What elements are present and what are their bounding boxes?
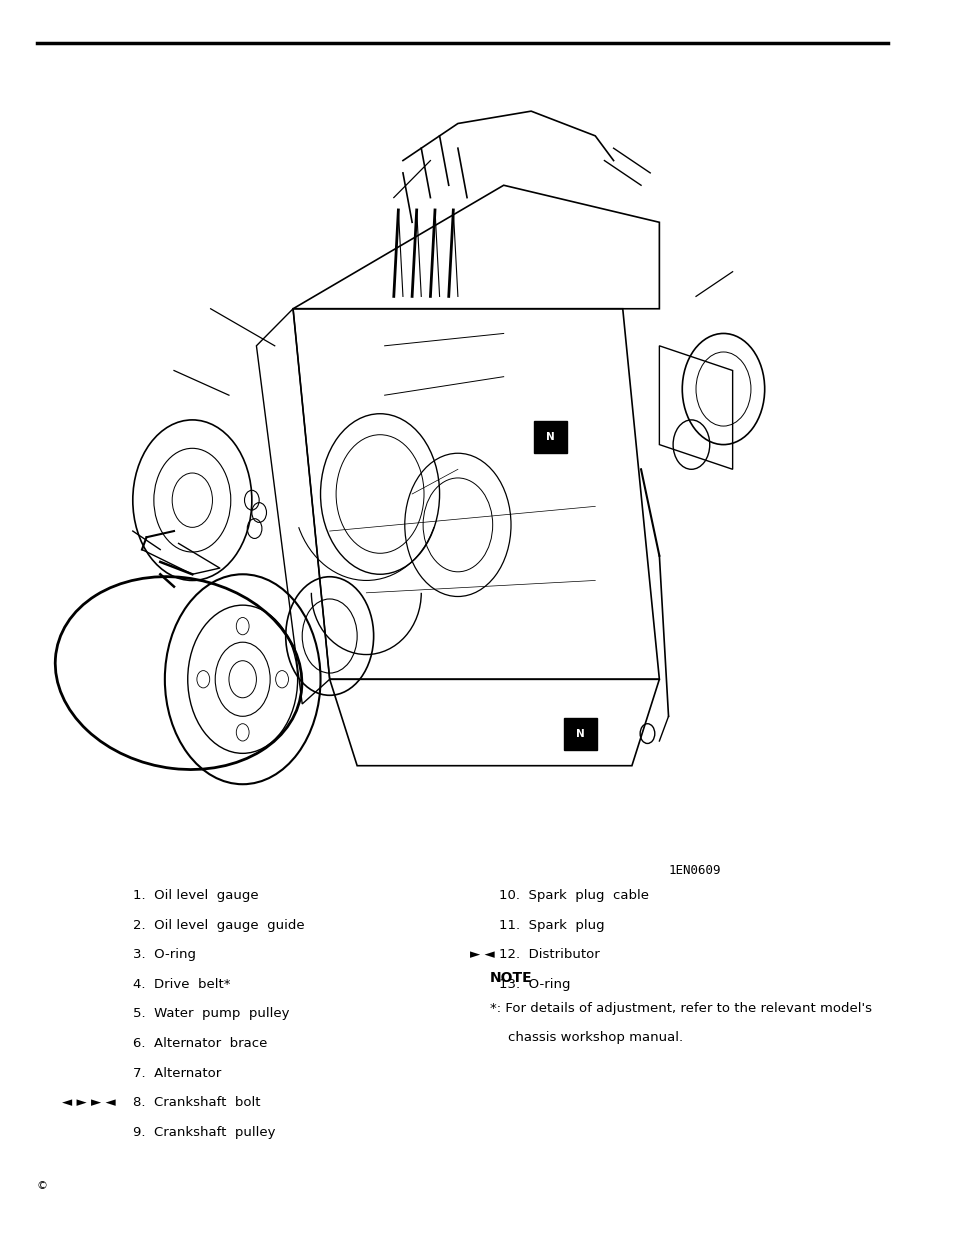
Text: 5.  Water  pump  pulley: 5. Water pump pulley [132,1008,289,1020]
Text: 1.  Oil level  gauge: 1. Oil level gauge [132,889,258,902]
Text: N: N [545,432,555,442]
Text: ©: © [36,1181,48,1191]
Text: ► ◄: ► ◄ [469,948,494,961]
Text: 10.  Spark  plug  cable: 10. Spark plug cable [498,889,648,902]
Text: 11.  Spark  plug: 11. Spark plug [498,919,604,931]
Text: 2.  Oil level  gauge  guide: 2. Oil level gauge guide [132,919,304,931]
FancyBboxPatch shape [534,421,566,453]
Text: 13.  O-ring: 13. O-ring [498,978,570,990]
Text: ◄ ► ► ◄: ◄ ► ► ◄ [62,1097,116,1109]
Text: *: For details of adjustment, refer to the relevant model's: *: For details of adjustment, refer to t… [490,1003,871,1015]
Text: 8.  Crankshaft  bolt: 8. Crankshaft bolt [132,1097,260,1109]
Text: 1EN0609: 1EN0609 [668,864,720,877]
Text: N: N [576,729,584,739]
FancyBboxPatch shape [563,718,597,750]
Text: 4.  Drive  belt*: 4. Drive belt* [132,978,230,990]
Text: chassis workshop manual.: chassis workshop manual. [508,1031,682,1044]
Text: 3.  O-ring: 3. O-ring [132,948,195,961]
Text: 12.  Distributor: 12. Distributor [498,948,599,961]
Text: NOTE: NOTE [490,971,532,986]
Text: 6.  Alternator  brace: 6. Alternator brace [132,1037,267,1050]
Text: 7.  Alternator: 7. Alternator [132,1067,221,1079]
Text: 9.  Crankshaft  pulley: 9. Crankshaft pulley [132,1126,275,1139]
